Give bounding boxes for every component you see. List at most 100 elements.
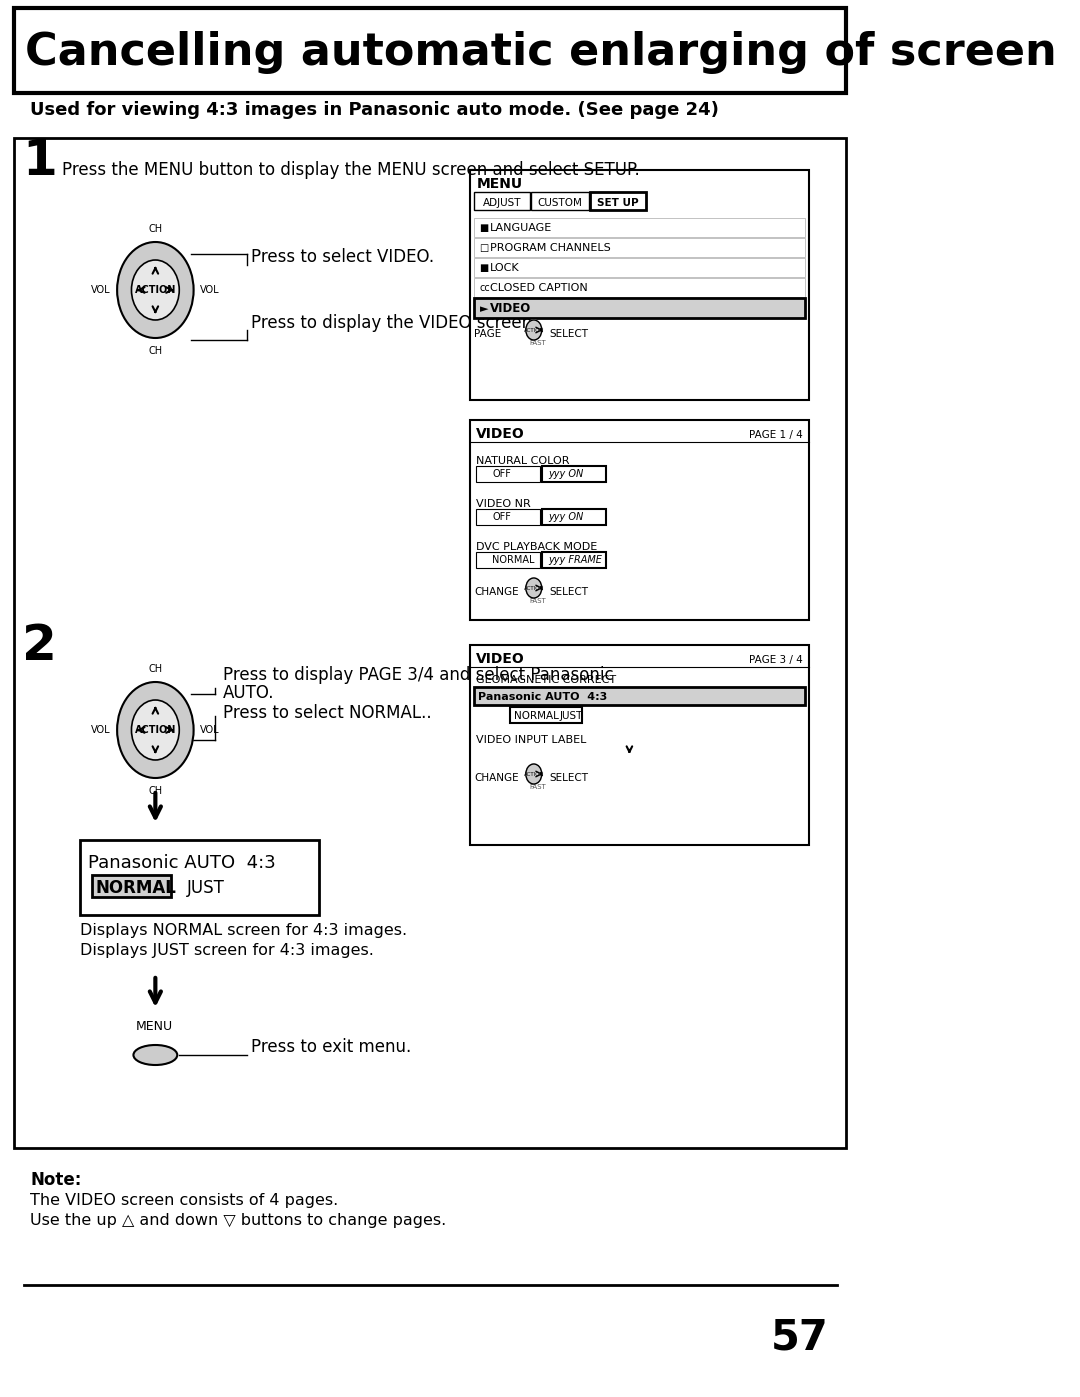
Text: 2: 2 — [23, 622, 57, 671]
Text: Press to display PAGE 3/4 and select Panasonic: Press to display PAGE 3/4 and select Pan… — [224, 666, 613, 685]
Bar — [591, 191, 646, 210]
Text: The VIDEO screen consists of 4 pages.: The VIDEO screen consists of 4 pages. — [30, 1193, 338, 1208]
Text: ACTION: ACTION — [524, 585, 544, 591]
Text: SELECT: SELECT — [550, 330, 589, 339]
Bar — [470, 170, 809, 400]
Text: CH: CH — [148, 224, 162, 235]
Text: Press to exit menu.: Press to exit menu. — [251, 1038, 411, 1056]
Text: NATURAL COLOR: NATURAL COLOR — [476, 455, 570, 467]
Text: MENU: MENU — [476, 177, 523, 191]
Text: VIDEO: VIDEO — [476, 427, 525, 441]
Text: PAGE 3 / 4: PAGE 3 / 4 — [748, 655, 802, 665]
Bar — [474, 278, 805, 298]
Text: OFF: OFF — [492, 469, 511, 479]
Text: SELECT: SELECT — [550, 587, 589, 597]
Text: CHANGE: CHANGE — [474, 587, 518, 597]
Bar — [476, 467, 540, 482]
Bar — [80, 840, 319, 915]
Text: VOL: VOL — [200, 725, 219, 735]
Bar — [476, 552, 540, 569]
Text: SET UP: SET UP — [597, 198, 639, 208]
Bar — [92, 875, 172, 897]
Text: Displays JUST screen for 4:3 images.: Displays JUST screen for 4:3 images. — [80, 943, 374, 958]
Text: yyy ON: yyy ON — [549, 469, 583, 479]
Bar — [474, 298, 805, 319]
Text: ACTION: ACTION — [135, 725, 176, 735]
Text: 1: 1 — [23, 137, 57, 184]
Text: LANGUAGE: LANGUAGE — [490, 224, 552, 233]
Text: VOL: VOL — [200, 285, 219, 295]
Text: ADJUST: ADJUST — [483, 198, 522, 208]
Text: FAST: FAST — [530, 598, 546, 604]
Text: yyy FRAME: yyy FRAME — [549, 555, 602, 564]
Bar — [510, 707, 582, 724]
Text: yyy ON: yyy ON — [549, 511, 583, 522]
Circle shape — [117, 682, 193, 778]
Text: PAGE 1 / 4: PAGE 1 / 4 — [748, 430, 802, 440]
Circle shape — [526, 578, 542, 598]
Text: PROGRAM CHANNELS: PROGRAM CHANNELS — [490, 243, 610, 253]
Bar — [474, 687, 805, 705]
Text: Displays NORMAL screen for 4:3 images.: Displays NORMAL screen for 4:3 images. — [80, 923, 407, 937]
Text: Use the up △ and down ▽ buttons to change pages.: Use the up △ and down ▽ buttons to chang… — [30, 1213, 446, 1228]
Text: CH: CH — [148, 346, 162, 356]
Text: 57: 57 — [771, 1317, 828, 1359]
Text: Press the MENU button to display the MENU screen and select SETUP.: Press the MENU button to display the MEN… — [63, 161, 639, 179]
Bar — [474, 237, 805, 257]
Text: VIDEO: VIDEO — [476, 652, 525, 666]
Circle shape — [132, 700, 179, 760]
Text: Panasonic AUTO  4:3: Panasonic AUTO 4:3 — [478, 692, 607, 703]
Bar — [542, 552, 606, 569]
Bar — [474, 191, 530, 210]
Bar — [470, 645, 809, 845]
Text: NORMAL: NORMAL — [514, 711, 558, 721]
Circle shape — [526, 320, 542, 339]
Bar — [542, 509, 606, 525]
Text: LOCK: LOCK — [490, 263, 519, 272]
Text: NORMAL: NORMAL — [492, 555, 535, 564]
Circle shape — [132, 260, 179, 320]
Text: JUST: JUST — [559, 711, 583, 721]
Text: GEOMAGNETIC CORRECT: GEOMAGNETIC CORRECT — [476, 675, 617, 685]
Text: PAGE: PAGE — [474, 330, 501, 339]
Text: FAST: FAST — [530, 784, 546, 789]
Text: VOL: VOL — [91, 285, 111, 295]
Text: ACTION: ACTION — [524, 771, 544, 777]
Text: VIDEO: VIDEO — [490, 302, 531, 314]
Text: VIDEO INPUT LABEL: VIDEO INPUT LABEL — [476, 735, 586, 745]
Text: VIDEO NR: VIDEO NR — [476, 499, 531, 509]
Text: CUSTOM: CUSTOM — [538, 198, 582, 208]
Text: DVC PLAYBACK MODE: DVC PLAYBACK MODE — [476, 542, 597, 552]
Text: cc: cc — [480, 284, 490, 293]
Bar — [542, 467, 606, 482]
Bar — [474, 258, 805, 277]
Text: ►: ► — [480, 305, 488, 314]
Text: CHANGE: CHANGE — [474, 773, 518, 782]
Text: ■: ■ — [480, 224, 489, 233]
Text: MENU: MENU — [135, 1020, 173, 1032]
Text: ■: ■ — [480, 263, 489, 272]
Text: FAST: FAST — [530, 339, 546, 346]
Text: ACTION: ACTION — [135, 285, 176, 295]
Ellipse shape — [134, 1045, 177, 1065]
Text: Used for viewing 4:3 images in Panasonic auto mode. (See page 24): Used for viewing 4:3 images in Panasonic… — [30, 101, 719, 119]
Circle shape — [117, 242, 193, 338]
Text: AUTO.: AUTO. — [224, 685, 274, 703]
Text: CH: CH — [148, 787, 162, 796]
Bar — [476, 509, 540, 525]
Text: Cancelling automatic enlarging of screen: Cancelling automatic enlarging of screen — [26, 31, 1057, 74]
Text: Press to display the VIDEO screen,: Press to display the VIDEO screen, — [251, 314, 538, 332]
Text: JUST: JUST — [187, 879, 225, 897]
Text: Panasonic AUTO  4:3: Panasonic AUTO 4:3 — [87, 854, 275, 872]
Bar — [14, 8, 846, 94]
Bar — [531, 191, 589, 210]
Text: Press to select VIDEO.: Press to select VIDEO. — [251, 249, 434, 265]
Circle shape — [526, 764, 542, 784]
Text: ACTION: ACTION — [524, 327, 544, 332]
Bar — [14, 138, 846, 1148]
Text: Note:: Note: — [30, 1171, 82, 1189]
Text: CLOSED CAPTION: CLOSED CAPTION — [490, 284, 588, 293]
Text: OFF: OFF — [492, 511, 511, 522]
Bar — [470, 420, 809, 620]
Bar — [474, 218, 805, 237]
